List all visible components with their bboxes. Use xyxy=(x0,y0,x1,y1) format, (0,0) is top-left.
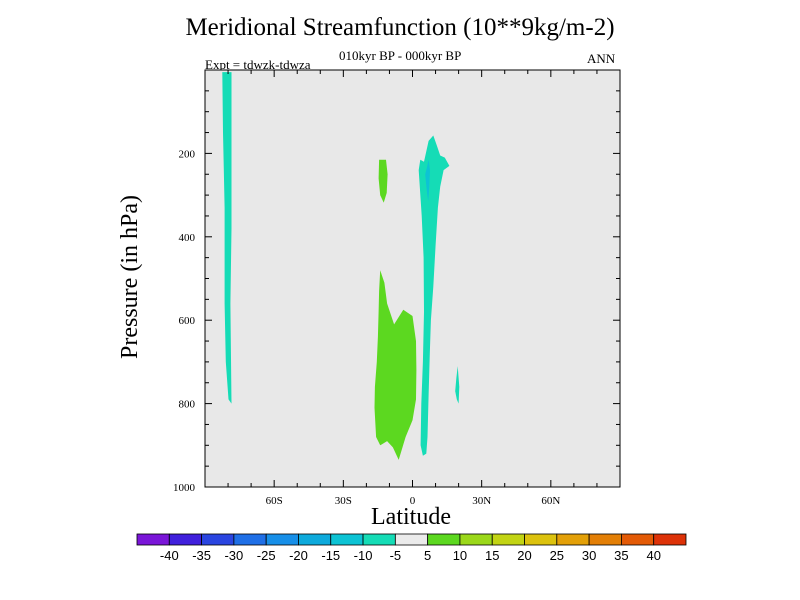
experiment-label: Expt = tdwzk-tdwza xyxy=(205,57,311,72)
x-axis-label: Latitude xyxy=(371,504,451,530)
colorbar-label: -15 xyxy=(321,548,340,563)
region-northern-subtropical-core xyxy=(425,159,430,202)
colorbar-label: 15 xyxy=(485,548,499,563)
season-label: ANN xyxy=(587,51,616,66)
region-lower-tropical-positive-cell xyxy=(374,270,417,460)
region-northern-low-level-spot xyxy=(455,366,460,404)
colorbar-label: 5 xyxy=(424,548,431,563)
colorbar-swatch xyxy=(265,533,299,546)
colorbar-label: -20 xyxy=(289,548,308,563)
x-tick-label: 60S xyxy=(266,495,283,507)
colorbar-label: 30 xyxy=(582,548,596,563)
colorbar-swatch xyxy=(588,533,622,546)
colorbar-swatch xyxy=(556,533,590,546)
colorbar-swatch xyxy=(233,533,267,546)
colorbar-swatch xyxy=(653,533,687,546)
y-tick-label: 1000 xyxy=(173,482,196,494)
colorbar-label: 25 xyxy=(550,548,564,563)
colorbar-label: 35 xyxy=(614,548,628,563)
colorbar-swatch xyxy=(524,533,558,546)
chart-title: Meridional Streamfunction (10**9kg/m-2) xyxy=(185,14,615,41)
y-tick-label: 800 xyxy=(179,399,196,411)
colorbar-label: 10 xyxy=(453,548,467,563)
region-upper-tropical-positive-cell xyxy=(378,159,388,203)
colorbar-label: -30 xyxy=(224,548,243,563)
colorbar: -40 -35 -30 -25 -20 -15 -10 -5 5 10 15 20 25 30 35 40 xyxy=(136,533,687,563)
colorbar-label: -10 xyxy=(354,548,373,563)
colorbar-label: -40 xyxy=(160,548,179,563)
colorbar-swatch xyxy=(394,533,429,546)
x-tick-label: 30N xyxy=(472,495,491,507)
colorbar-swatch xyxy=(362,533,396,546)
colorbar-swatch xyxy=(330,533,364,546)
colorbar-swatch xyxy=(168,533,202,546)
y-axis-label: Pressure (in hPa) xyxy=(117,195,143,359)
colorbar-label: 40 xyxy=(646,548,660,563)
x-tick-label: 0 xyxy=(410,495,416,507)
chart-subtitle: 010kyr BP - 000kyr BP xyxy=(339,48,462,63)
colorbar-swatch xyxy=(491,533,525,546)
colorbar-swatch xyxy=(136,533,170,546)
contour-regions xyxy=(222,72,460,460)
colorbar-swatch xyxy=(427,533,461,546)
colorbar-label: -5 xyxy=(390,548,402,563)
colorbar-label: -35 xyxy=(192,548,211,563)
colorbar-swatch xyxy=(201,533,235,546)
colorbar-swatch xyxy=(621,533,655,546)
x-tick-label: 60N xyxy=(541,495,560,507)
region-southern-high-latitude-band xyxy=(222,72,232,404)
colorbar-swatch xyxy=(459,533,493,546)
x-tick-label: 30S xyxy=(335,495,352,507)
y-tick-label: 200 xyxy=(179,148,196,160)
colorbar-label: -25 xyxy=(257,548,276,563)
y-tick-label: 600 xyxy=(179,315,196,327)
colorbar-swatch xyxy=(298,533,332,546)
plot-area xyxy=(205,70,620,487)
region-northern-subtropical-band xyxy=(418,135,450,456)
axis-ticks: 60S 30S 0 30N 60N 200 400 600 800 1000 xyxy=(173,70,620,507)
y-tick-label: 400 xyxy=(179,232,196,244)
colorbar-label: 20 xyxy=(517,548,531,563)
